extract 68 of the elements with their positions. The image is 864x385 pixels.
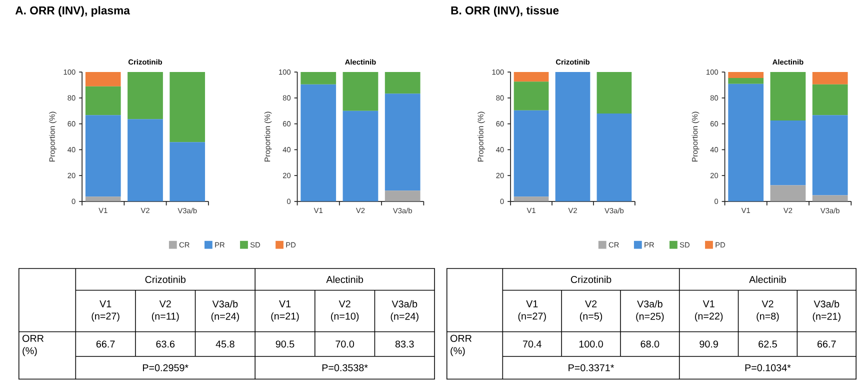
bar <box>728 84 764 202</box>
text: Crizotinib <box>145 276 186 283</box>
text: 68.0 <box>640 340 660 348</box>
text: V1 (n=22) <box>695 300 723 322</box>
text: V1 (n=27) <box>518 300 546 322</box>
bar <box>596 72 632 114</box>
text: Alectinib <box>749 276 786 283</box>
bar <box>555 72 590 202</box>
text: ORR (%) <box>450 334 472 356</box>
text: ORR (%) <box>22 334 44 356</box>
text: P=0.2959* <box>142 364 188 372</box>
text: 90.9 <box>700 340 718 348</box>
bar <box>170 142 206 202</box>
text: 45.8 <box>216 340 234 348</box>
text: V2 (n=10) <box>331 300 359 322</box>
text: 63.6 <box>156 340 175 348</box>
text: 83.3 <box>395 340 414 348</box>
text: Crizotinib <box>570 276 612 283</box>
bar <box>812 72 848 84</box>
bar <box>85 72 121 86</box>
text: V2 (n=8) <box>756 300 779 322</box>
bar <box>128 72 163 120</box>
bar <box>384 72 420 94</box>
bar <box>170 72 206 142</box>
bar <box>384 94 420 191</box>
bar <box>300 72 336 84</box>
text: V1 (n=27) <box>92 300 120 322</box>
bar <box>770 185 806 202</box>
text: Alectinib <box>326 276 364 283</box>
text: 100.0 <box>579 340 603 348</box>
bar <box>85 86 121 116</box>
bar <box>728 72 764 78</box>
bar <box>812 195 848 202</box>
bar <box>728 78 764 84</box>
bar <box>342 72 378 111</box>
bar <box>514 82 549 110</box>
bar <box>128 119 163 202</box>
text: V3a/b (n=24) <box>390 300 418 322</box>
bar <box>85 115 121 197</box>
bar <box>514 72 549 82</box>
text: V3a/b (n=24) <box>211 300 239 322</box>
text: P=0.3538* <box>322 364 368 372</box>
text: 70.4 <box>523 340 542 348</box>
text: 70.0 <box>336 340 354 348</box>
bar <box>85 196 121 202</box>
text: 66.7 <box>96 340 115 348</box>
text: V1 (n=21) <box>271 300 299 322</box>
bar <box>770 120 806 186</box>
text: P=0.1034* <box>745 364 791 372</box>
text: V2 (n=5) <box>580 300 602 322</box>
text: 62.5 <box>758 340 777 348</box>
bar <box>770 72 806 121</box>
text: B. ORR (INV), tissue <box>451 6 559 17</box>
text: V2 (n=11) <box>152 300 179 322</box>
bar <box>812 115 848 196</box>
text: 90.5 <box>276 340 294 348</box>
text: V3a/b (n=25) <box>636 300 664 322</box>
bar <box>300 84 336 202</box>
text: P=0.3371* <box>568 364 614 372</box>
bar <box>514 196 549 202</box>
text: A. ORR (INV), plasma <box>15 6 130 17</box>
bar <box>596 113 632 202</box>
bar <box>812 84 848 116</box>
bar <box>514 110 549 197</box>
text: 66.7 <box>818 340 836 348</box>
bar <box>384 190 420 202</box>
text: V3a/b (n=21) <box>812 300 840 322</box>
bar <box>342 110 378 202</box>
